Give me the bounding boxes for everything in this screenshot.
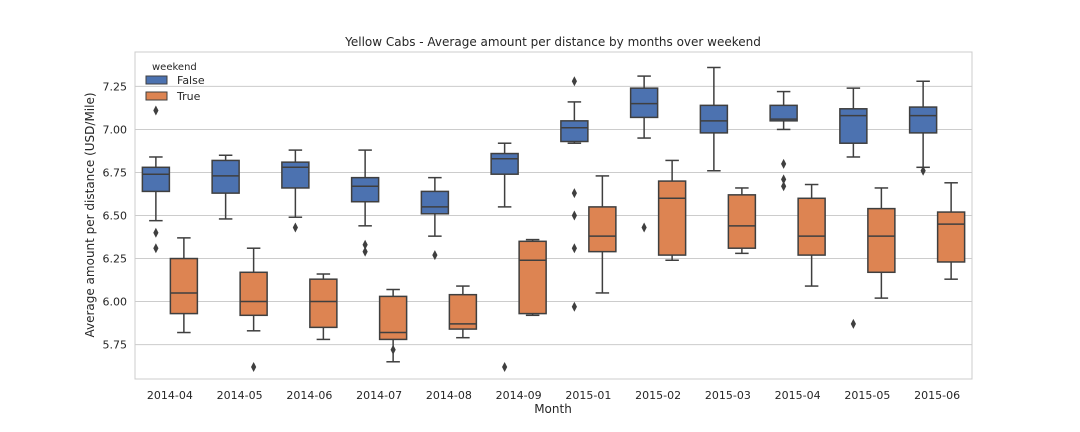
box-false-2015-06 (908, 80, 938, 176)
outlier-point (641, 222, 647, 233)
box-false-2014-04 (141, 105, 171, 254)
outlier-point (571, 76, 577, 87)
box-true-2014-07 (378, 288, 408, 363)
x-tick-label: 2015-05 (844, 389, 890, 402)
box-true-2015-04 (797, 183, 826, 287)
y-tick-label: 6.50 (103, 210, 128, 223)
outlier-point (362, 239, 368, 250)
legend-label-true: True (176, 90, 201, 103)
legend-swatch-false (145, 75, 168, 85)
outlier-point (571, 301, 577, 312)
box-body (936, 211, 966, 263)
box-body (629, 87, 659, 119)
outlier-point (850, 318, 856, 329)
box-false-2014-06 (281, 149, 310, 233)
x-tick-label: 2014-06 (286, 389, 332, 402)
box-false-2014-07 (350, 149, 380, 257)
box-false-2015-05 (839, 87, 868, 329)
outlier-point (781, 174, 787, 185)
box-body (797, 197, 826, 256)
outlier-point (781, 181, 787, 192)
box-false-2015-02 (629, 75, 659, 233)
box-body (699, 104, 729, 134)
x-tick-label: 2015-03 (705, 389, 751, 402)
box-body (420, 190, 450, 215)
x-tick-label: 2014-07 (356, 389, 402, 402)
y-tick-label: 6.75 (103, 166, 128, 179)
box-true-2014-04 (169, 237, 199, 334)
legend-title: weekend (152, 62, 197, 73)
x-tick-label: 2015-01 (565, 389, 611, 402)
box-body (769, 104, 798, 122)
outlier-point (920, 165, 926, 176)
outlier-point (251, 361, 257, 372)
box-body (839, 108, 868, 144)
box-true-2014-05 (239, 247, 268, 372)
box-true-2015-05 (867, 187, 896, 299)
box-true-2014-08 (448, 285, 478, 339)
box-false-2015-03 (699, 66, 729, 172)
outlier-point (432, 250, 438, 261)
chart-title: Yellow Cabs - Average amount per distanc… (344, 35, 761, 49)
x-tick-label: 2014-05 (217, 389, 263, 402)
y-tick-label: 7.00 (103, 123, 128, 136)
x-tick-label: 2015-04 (775, 389, 821, 402)
box-true-2015-01 (588, 175, 617, 294)
outlier-point (153, 227, 159, 238)
y-tick-label: 5.75 (103, 339, 128, 352)
y-gridlines (135, 85, 972, 346)
box-body (908, 106, 938, 134)
legend-label-false: False (177, 74, 205, 87)
legend: weekend False True (145, 62, 205, 103)
box-false-2014-05 (211, 154, 240, 220)
outlier-point (571, 243, 577, 254)
box-body (141, 166, 171, 193)
outlier-point (153, 243, 159, 254)
outlier-point (292, 222, 298, 233)
box-true-2015-03 (727, 187, 757, 255)
box-body (239, 271, 268, 317)
box-body (657, 180, 687, 256)
box-body (490, 152, 519, 175)
box-body (211, 159, 240, 194)
y-axis-label: Average amount per distance (USD/Mile) (83, 92, 97, 337)
box-true-2015-02 (657, 159, 687, 261)
boxes-group (141, 66, 966, 372)
box-true-2014-06 (309, 273, 338, 341)
outlier-point (781, 158, 787, 169)
x-tick-label: 2014-08 (426, 389, 472, 402)
outlier-point (362, 246, 368, 257)
box-false-2014-08 (420, 176, 450, 261)
outlier-point (390, 344, 396, 355)
box-body (560, 120, 589, 143)
box-body (588, 206, 617, 253)
outlier-point (153, 105, 159, 116)
tick-labels-group: 5.75 6.00 6.25 6.50 6.75 7.00 7.25 2014-04 2014-… (103, 80, 961, 402)
box-body (281, 161, 310, 189)
outlier-point (571, 210, 577, 221)
y-tick-label: 6.25 (103, 253, 128, 266)
box-body (350, 176, 380, 203)
box-body (309, 278, 338, 329)
y-tick-label: 7.25 (103, 80, 128, 93)
x-axis-label: Month (534, 402, 572, 416)
box-false-2014-09 (490, 142, 519, 372)
x-tick-label: 2014-09 (496, 389, 542, 402)
box-body (518, 240, 547, 315)
box-false-2015-04 (769, 90, 798, 192)
box-true-2015-06 (936, 182, 966, 280)
box-body (867, 207, 896, 274)
y-tick-label: 6.00 (103, 296, 128, 309)
box-true-2014-09 (518, 238, 547, 317)
x-tick-label: 2014-04 (147, 389, 193, 402)
box-false-2015-01 (560, 76, 589, 312)
outlier-point (571, 188, 577, 199)
outlier-point (502, 361, 508, 372)
x-tick-label: 2015-06 (914, 389, 960, 402)
box-body (727, 194, 757, 249)
legend-swatch-true (145, 91, 168, 101)
box-body (169, 257, 199, 315)
x-tick-label: 2015-02 (635, 389, 681, 402)
